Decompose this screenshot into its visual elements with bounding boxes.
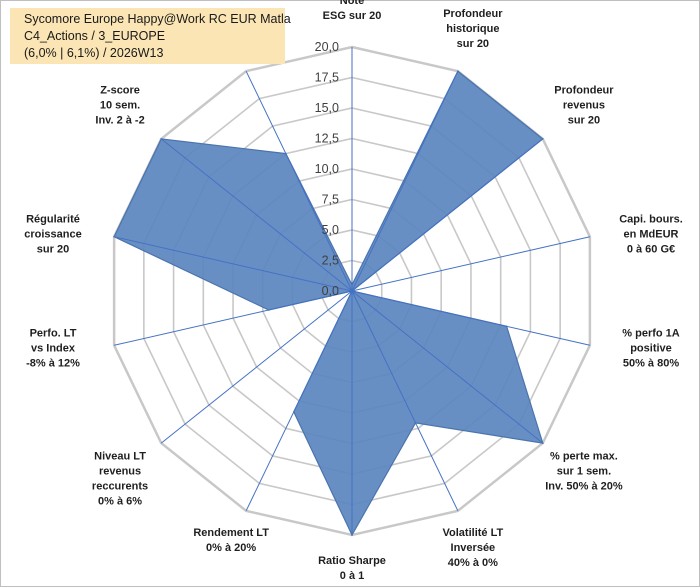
axis-label-5-line-1: sur 1 sem.: [557, 465, 611, 477]
tick-label-8: 20,0: [315, 40, 339, 54]
axis-label-8-line-1: 0% à 20%: [206, 542, 256, 554]
chart-title-line-1: Sycomore Europe Happy@Work RC EUR Matla: [24, 12, 291, 26]
axis-label-12-line-2: Inv. 2 à -2: [95, 115, 144, 127]
axis-label-9-line-1: revenus: [99, 465, 141, 477]
axis-label-6-line-2: 40% à 0%: [448, 557, 498, 569]
axis-spoke-6: [351, 290, 459, 512]
data-point-7: [351, 534, 353, 536]
data-point-2: [541, 138, 544, 140]
axis-spoke-12: [160, 138, 353, 292]
axis-label-6-line-0: Volatilité LT: [443, 527, 504, 539]
axis-label-3-line-1: en MdEUR: [624, 229, 679, 241]
axis-spoke-10: [114, 290, 353, 346]
tick-label-3: 7,5: [322, 193, 339, 207]
tick-label-5: 12,5: [315, 132, 339, 146]
data-point-9: [351, 290, 353, 292]
tick-label-6: 15,0: [315, 101, 339, 115]
axis-label-1-line-0: Profondeur: [443, 8, 503, 20]
data-point-12: [160, 138, 163, 140]
axis-label-4: % perfo 1A positive 50% à 80%: [622, 327, 680, 369]
axis-label-10-line-1: vs Index: [31, 342, 76, 354]
axis-label-0: Note ESG sur 20: [323, 0, 382, 22]
tick-label-4: 10,0: [315, 162, 339, 176]
axis-label-1: Profondeur historique sur 20: [443, 8, 503, 50]
data-point-5: [541, 442, 544, 444]
axis-label-5-line-0: % perte max.: [550, 450, 618, 462]
axis-label-11-line-1: croissance: [24, 229, 81, 241]
chart-title-line-2: C4_Actions / 3_EUROPE: [24, 29, 166, 43]
tick-label-7: 17,5: [315, 71, 339, 85]
data-point-10: [267, 309, 270, 311]
axis-label-4-line-2: 50% à 80%: [623, 357, 679, 369]
axis-label-8: Rendement LT 0% à 20%: [193, 527, 269, 554]
axis-spoke-13: [245, 70, 353, 292]
data-point-6: [414, 422, 417, 424]
axis-label-1-line-1: historique: [446, 23, 499, 35]
chart-title-box: Sycomore Europe Happy@Work RC EUR Matla …: [10, 8, 291, 64]
axis-label-0-line-1: ESG sur 20: [323, 10, 382, 22]
axis-label-0-line-0: Note: [340, 0, 364, 7]
axis-label-7: Ratio Sharpe 0 à 1: [318, 555, 386, 582]
axis-label-11: Régularité croissance sur 20: [24, 214, 81, 256]
axis-spoke-3: [351, 236, 590, 292]
axis-label-3-line-2: 0 à 60 G€: [627, 244, 675, 256]
axis-label-11-line-0: Régularité: [26, 214, 80, 226]
axis-label-4-line-1: positive: [630, 342, 672, 354]
data-point-4: [505, 325, 508, 328]
tick-label-1: 2,5: [322, 254, 339, 268]
axis-label-2-line-0: Profondeur: [554, 85, 614, 97]
axis-spoke-1: [351, 70, 459, 292]
tick-label-0: 0,0: [322, 284, 339, 298]
axis-label-10-line-0: Perfo. LT: [30, 327, 77, 339]
axis-spoke-9: [160, 290, 353, 444]
axis-spoke-11: [114, 236, 353, 292]
axis-label-7-line-0: Ratio Sharpe: [318, 555, 386, 567]
axis-label-9-line-2: reccurents: [92, 480, 148, 492]
axis-label-7-line-1: 0 à 1: [340, 570, 364, 582]
axis-label-8-line-0: Rendement LT: [193, 527, 269, 539]
axis-label-9-line-3: 0% à 6%: [98, 495, 142, 507]
axis-label-9: Niveau LT revenus reccurents 0% à 6%: [92, 450, 148, 507]
data-point-0: [351, 284, 353, 286]
data-point-1: [457, 70, 459, 72]
axis-spoke-4: [351, 290, 590, 346]
axis-label-12: Z-score 10 sem. Inv. 2 à -2: [95, 85, 144, 127]
axis-label-3-line-0: Capi. bours.: [619, 214, 683, 226]
data-point-13: [285, 152, 287, 155]
axis-label-12-line-1: 10 sem.: [100, 100, 140, 112]
data-point-11: [113, 235, 115, 238]
axis-spoke-2: [351, 138, 544, 292]
axis-label-10: Perfo. LT vs Index -8% à 12%: [26, 327, 80, 369]
axis-label-2-line-2: sur 20: [568, 115, 600, 127]
axis-label-2-line-1: revenus: [563, 100, 605, 112]
tick-label-2: 5,0: [322, 223, 339, 237]
data-point-8: [292, 411, 295, 413]
axis-label-2: Profondeur revenus sur 20: [554, 85, 614, 127]
axis-label-10-line-2: -8% à 12%: [26, 357, 80, 369]
axis-label-6-line-1: Inversée: [451, 542, 496, 554]
axis-label-12-line-0: Z-score: [100, 85, 140, 97]
axis-label-5: % perte max. sur 1 sem. Inv. 50% à 20%: [545, 450, 623, 492]
axis-spoke-8: [245, 290, 353, 512]
axis-label-9-line-0: Niveau LT: [94, 450, 146, 462]
axis-label-1-line-2: sur 20: [457, 38, 489, 50]
axis-spoke-5: [351, 290, 544, 444]
axis-label-11-line-2: sur 20: [37, 244, 69, 256]
chart-title-line-3: (6,0% | 6,1%) / 2026W13: [24, 46, 164, 60]
axis-label-5-line-2: Inv. 50% à 20%: [545, 480, 623, 492]
axis-label-6: Volatilité LT Inversée 40% à 0%: [443, 527, 504, 569]
axis-label-4-line-0: % perfo 1A: [622, 327, 680, 339]
axis-label-3: Capi. bours. en MdEUR 0 à 60 G€: [619, 214, 683, 256]
